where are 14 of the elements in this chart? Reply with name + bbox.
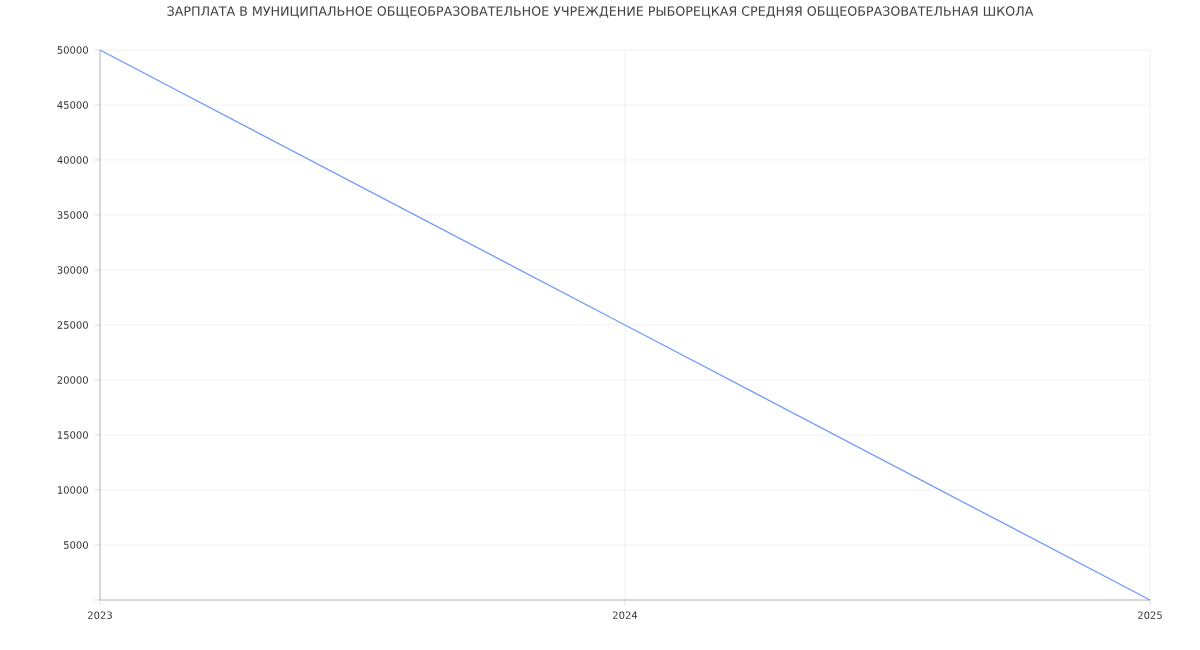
x-tick-label: 2024 (613, 611, 638, 619)
y-tick-label: 35000 (57, 211, 88, 219)
y-tick-label: 25000 (57, 321, 88, 329)
y-tick-label: 15000 (57, 431, 88, 439)
x-tick-label: 2023 (88, 611, 112, 619)
y-tick-label: 10000 (57, 486, 88, 494)
y-tick-label: 45000 (57, 101, 88, 109)
y-tick-label: 40000 (57, 156, 88, 164)
x-tick-label: 2025 (1138, 611, 1162, 619)
y-tick-label: 30000 (57, 266, 88, 274)
chart-title: ЗАРПЛАТА В МУНИЦИПАЛЬНОЕ ОБЩЕОБРАЗОВАТЕЛЬНОЕ УЧРЕЖДЕНИЕ РЫБОРЕЦКАЯ СРЕДНЯЯ ОБЩЕОБРАЗОВАТЕЛЬНАЯ ШКОЛА (167, 6, 1034, 18)
y-tick-label: 50000 (57, 46, 88, 54)
y-tick-label: 20000 (57, 376, 88, 384)
y-tick-label: 5000 (63, 541, 88, 549)
